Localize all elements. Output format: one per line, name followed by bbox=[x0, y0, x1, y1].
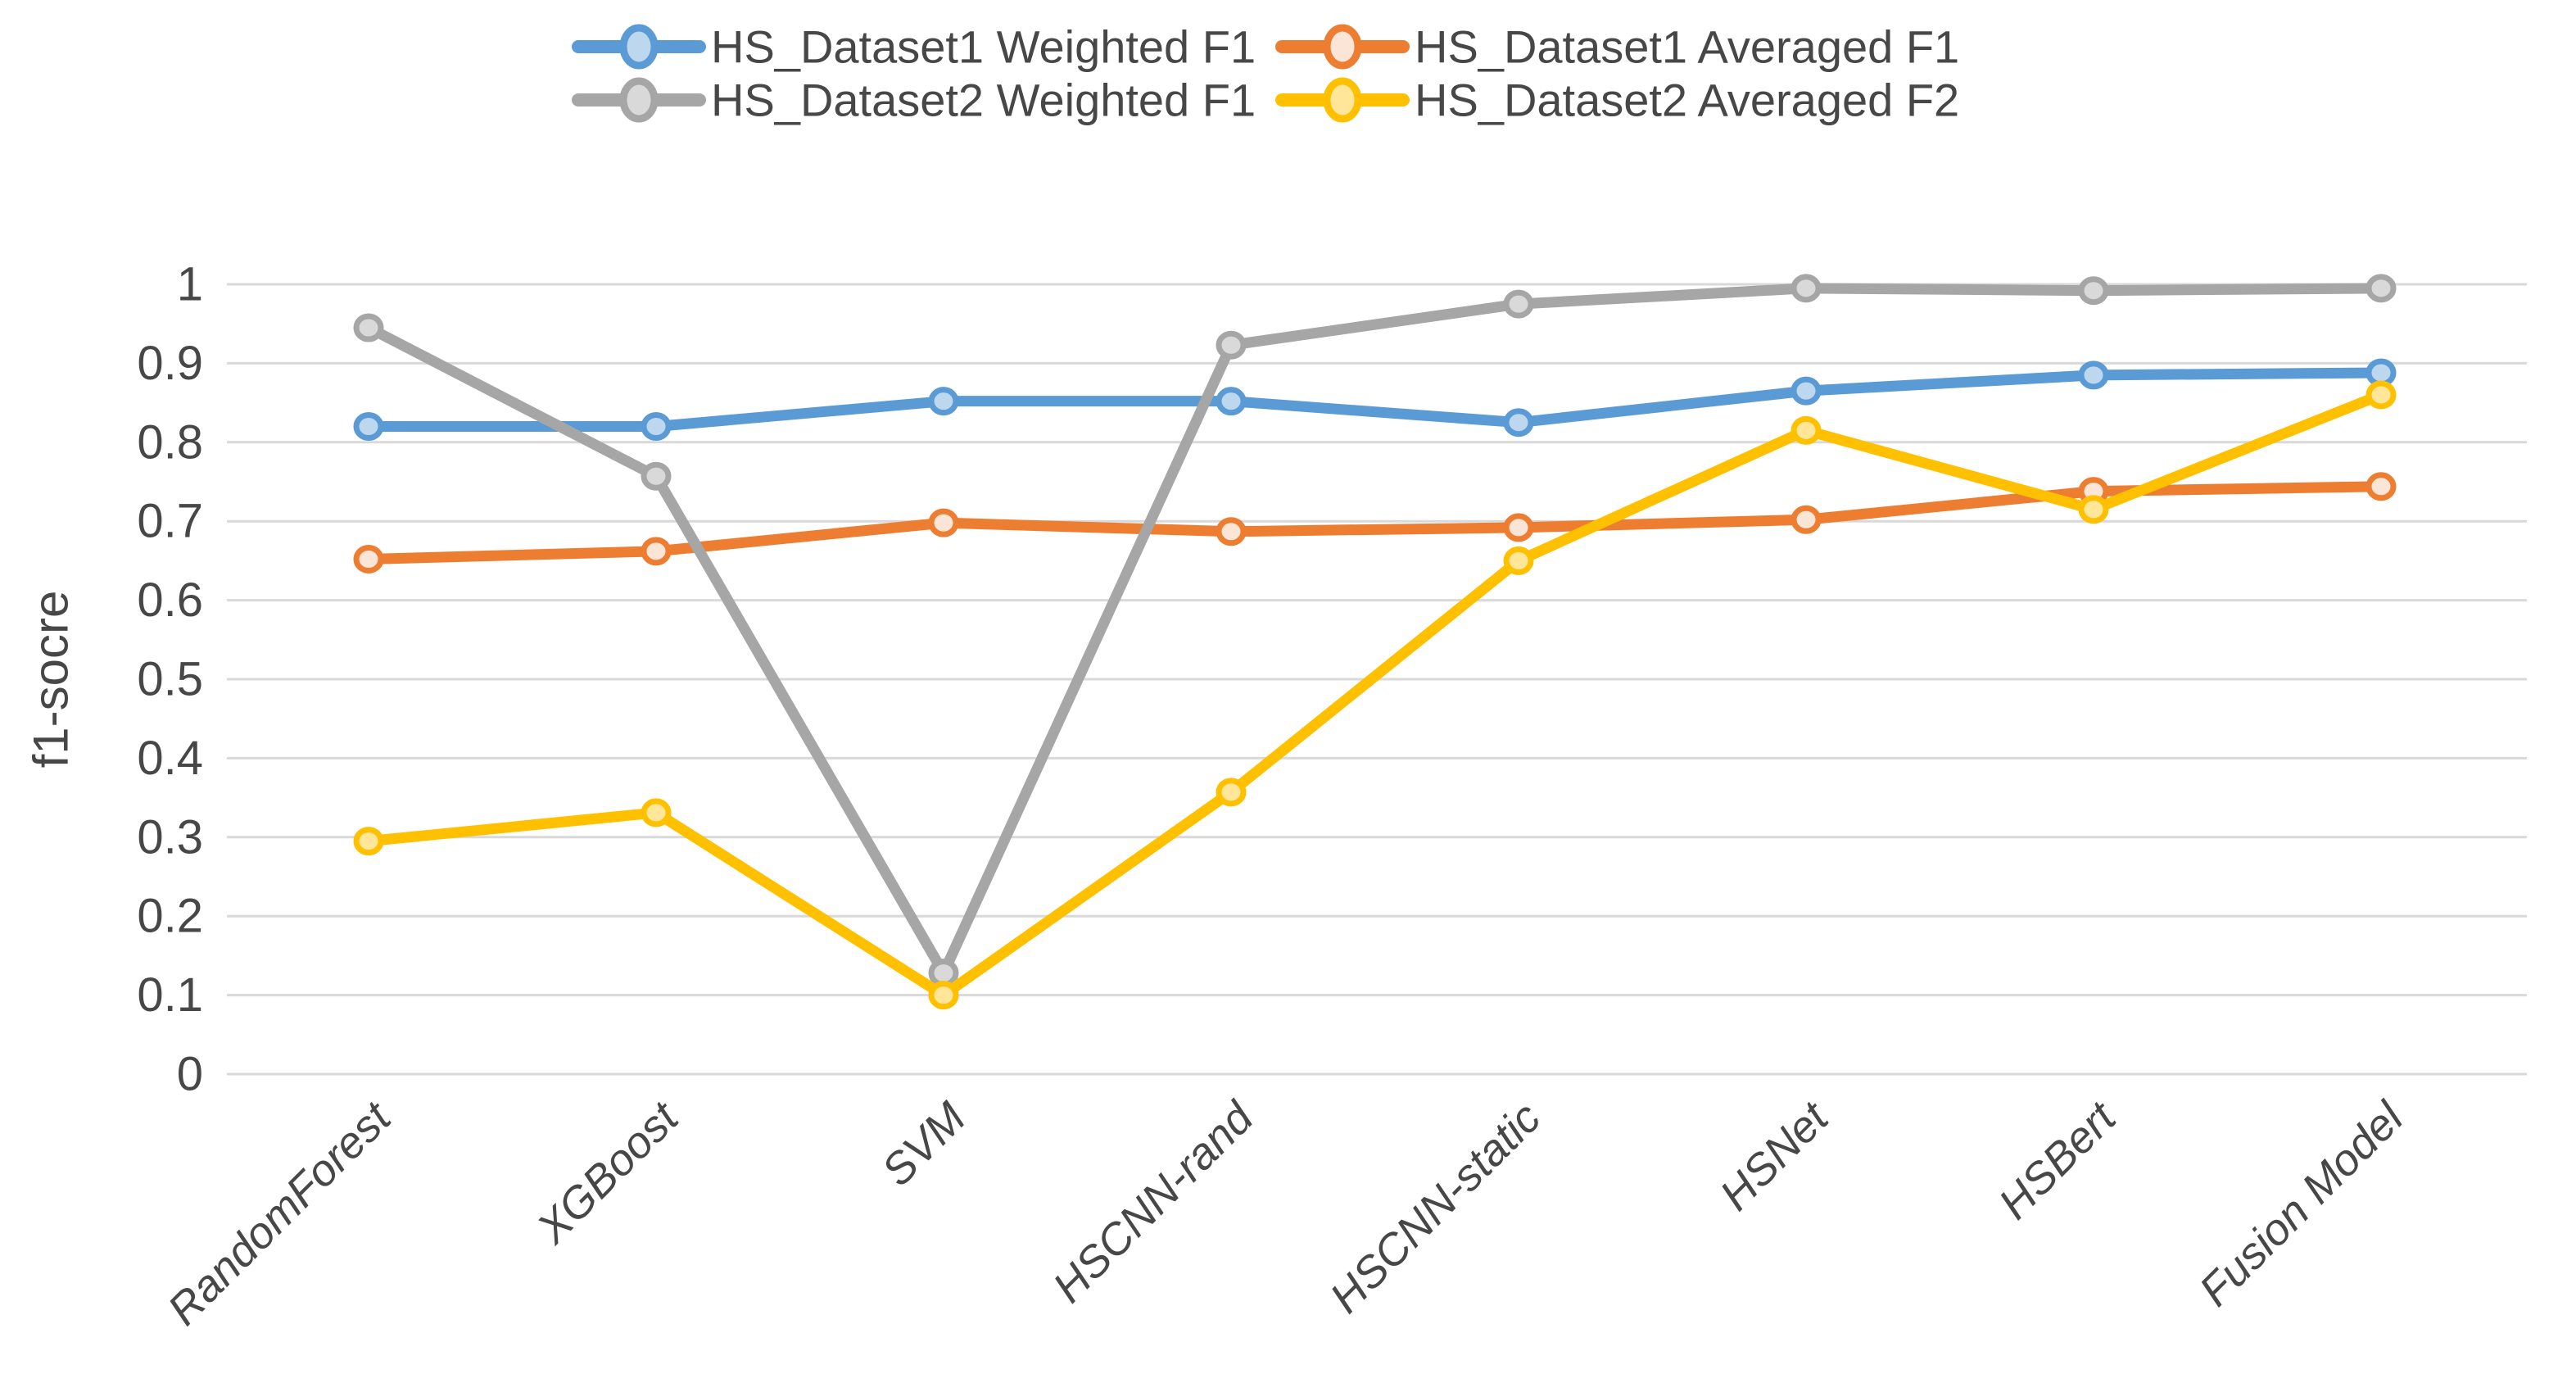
legend-item-hs-dataset2-weighted-f1: HS_Dataset2 Weighted F1 bbox=[572, 75, 1256, 126]
y-axis-title: f1-socre bbox=[24, 591, 79, 769]
data-point-marker bbox=[928, 387, 959, 416]
legend-marker-icon bbox=[1323, 24, 1362, 70]
legend-item-label: HS_Dataset1 Weighted F1 bbox=[711, 21, 1256, 73]
data-point-marker bbox=[1791, 505, 1822, 534]
legend-marker-icon bbox=[619, 24, 659, 70]
y-tick-label: 0.6 bbox=[137, 574, 203, 627]
data-point-marker bbox=[1503, 513, 1534, 542]
data-point-marker bbox=[2078, 360, 2109, 390]
data-point-marker bbox=[2078, 276, 2109, 306]
data-point-marker bbox=[1791, 415, 1822, 445]
data-point-marker bbox=[353, 313, 384, 342]
data-point-marker bbox=[928, 508, 959, 537]
legend-item-hs-dataset2-averaged-f2: HS_Dataset2 Averaged F2 bbox=[1275, 75, 1959, 126]
data-point-marker bbox=[641, 461, 672, 491]
data-point-marker bbox=[353, 827, 384, 856]
legend-item-label: HS_Dataset1 Averaged F1 bbox=[1415, 21, 1959, 73]
y-tick-label: 0.9 bbox=[137, 337, 203, 390]
legend-item-label: HS_Dataset2 Averaged F2 bbox=[1415, 75, 1959, 126]
data-point-marker bbox=[1503, 546, 1534, 575]
y-tick-label: 0.1 bbox=[137, 968, 203, 1022]
y-tick-label: 0.8 bbox=[137, 415, 203, 469]
y-tick-label: 0 bbox=[177, 1048, 203, 1101]
y-tick-label: 0.3 bbox=[137, 810, 203, 864]
data-point-marker bbox=[1791, 376, 1822, 406]
data-point-marker bbox=[1216, 517, 1247, 546]
y-tick-label: 0.2 bbox=[137, 890, 203, 943]
data-point-marker bbox=[2365, 274, 2397, 303]
data-point-marker bbox=[641, 412, 672, 442]
y-tick-label: 0.5 bbox=[137, 653, 203, 706]
y-tick-label: 0.7 bbox=[137, 495, 203, 548]
y-axis-tick-labels: 0 0.1 0.2 0.3 0.4 0.5 0.6 0.7 0.8 0.9 1 bbox=[137, 258, 203, 1101]
series-line-hs-dataset1-weighted-f1 bbox=[363, 367, 2387, 433]
legend-item-label: HS_Dataset2 Weighted F1 bbox=[711, 75, 1256, 126]
series-line-hs-dataset2-weighted-f1 bbox=[363, 283, 2387, 979]
data-point-marker bbox=[1216, 330, 1247, 360]
data-point-marker bbox=[641, 537, 672, 566]
legend-item-hs-dataset1-weighted-f1: HS_Dataset1 Weighted F1 bbox=[572, 21, 1256, 73]
data-point-marker bbox=[353, 544, 384, 574]
legend-item-hs-dataset1-averaged-f1: HS_Dataset1 Averaged F1 bbox=[1275, 21, 1959, 73]
legend-marker-icon bbox=[619, 77, 659, 123]
data-point-marker bbox=[1216, 778, 1247, 807]
data-point-marker bbox=[353, 412, 384, 442]
data-point-marker bbox=[641, 798, 672, 827]
data-point-marker bbox=[2365, 380, 2397, 410]
data-point-marker bbox=[1503, 408, 1534, 438]
data-point-marker bbox=[928, 981, 959, 1010]
y-tick-label: 1 bbox=[177, 258, 203, 311]
series-hs-dataset1-weighted-f1 bbox=[353, 358, 2397, 442]
data-point-marker bbox=[1216, 387, 1247, 416]
data-point-marker bbox=[1503, 289, 1534, 319]
data-point-marker bbox=[2078, 495, 2109, 524]
data-point-marker bbox=[1791, 274, 1822, 303]
data-point-marker bbox=[2365, 472, 2397, 501]
series-hs-dataset2-averaged-f2 bbox=[353, 380, 2397, 1010]
y-tick-label: 0.4 bbox=[137, 732, 203, 785]
series-line-hs-dataset2-averaged-f2 bbox=[363, 389, 2387, 1001]
legend-marker-icon bbox=[1323, 77, 1362, 123]
legend: HS_Dataset1 Weighted F1 HS_Dataset1 Avera… bbox=[572, 21, 1959, 126]
